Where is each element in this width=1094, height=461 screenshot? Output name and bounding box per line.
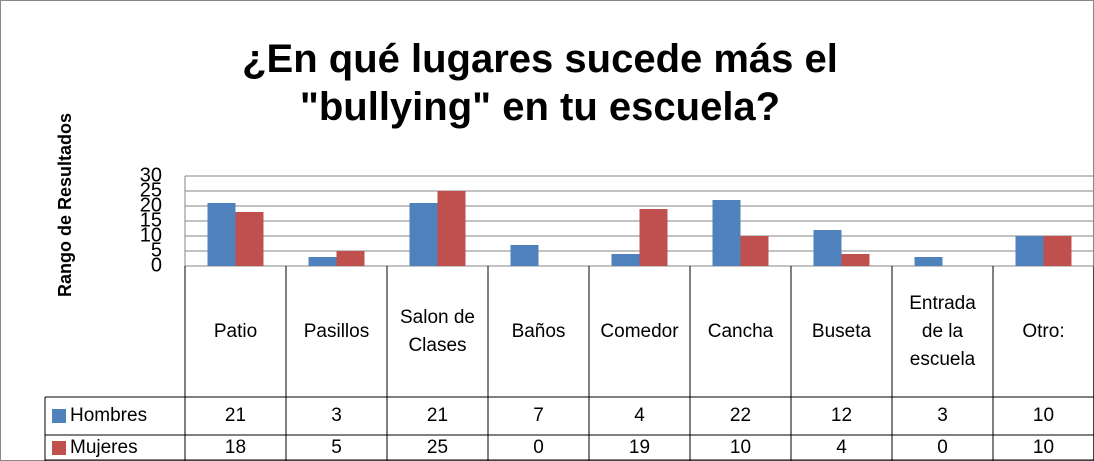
category-label: Salon de Clases bbox=[399, 306, 475, 356]
bar bbox=[1043, 236, 1072, 266]
bar bbox=[308, 257, 337, 266]
table-value: 10 bbox=[1032, 437, 1055, 458]
category-label: Pasillos bbox=[303, 320, 370, 342]
table-value: 21 bbox=[426, 405, 449, 426]
bar bbox=[409, 203, 438, 266]
bar bbox=[336, 251, 365, 266]
bar bbox=[437, 191, 466, 266]
y-tick-label: 15 bbox=[140, 209, 162, 231]
bar bbox=[712, 200, 741, 266]
category-label: Comedor bbox=[600, 320, 679, 342]
bar bbox=[740, 236, 769, 266]
legend-label: Mujeres bbox=[70, 437, 138, 458]
legend-label: Hombres bbox=[70, 405, 147, 426]
category-label: Entrada de la escuela bbox=[909, 292, 976, 370]
bar bbox=[639, 209, 668, 266]
table-value: 18 bbox=[224, 437, 247, 458]
category-label: Cancha bbox=[707, 320, 774, 342]
category-label: Buseta bbox=[811, 320, 872, 342]
y-tick-label: 5 bbox=[151, 239, 162, 261]
y-tick-label: 20 bbox=[140, 194, 162, 216]
table-value: 10 bbox=[729, 437, 752, 458]
y-tick-label: 0 bbox=[151, 254, 162, 276]
bar bbox=[813, 230, 842, 266]
table-value: 0 bbox=[533, 437, 544, 458]
bar bbox=[1015, 236, 1044, 266]
table-value: 0 bbox=[937, 437, 948, 458]
table-value: 25 bbox=[426, 437, 449, 458]
bar bbox=[611, 254, 640, 266]
bar bbox=[914, 257, 943, 266]
bar bbox=[235, 212, 264, 266]
bar bbox=[207, 203, 236, 266]
table-value: 10 bbox=[1032, 405, 1055, 426]
chart-title: ¿En qué lugares sucede más el "bullying"… bbox=[242, 37, 838, 129]
table-value: 4 bbox=[836, 437, 847, 458]
y-axis-label: Rango de Resultados bbox=[55, 113, 75, 297]
table-value: 4 bbox=[634, 405, 645, 426]
table-value: 12 bbox=[830, 405, 853, 426]
table-value: 7 bbox=[533, 405, 544, 426]
bar bbox=[510, 245, 539, 266]
category-label: Baños bbox=[511, 320, 566, 342]
bar bbox=[841, 254, 870, 266]
table-value: 3 bbox=[331, 405, 342, 426]
table-value: 3 bbox=[937, 405, 948, 426]
legend-swatch bbox=[52, 409, 66, 423]
table-value: 5 bbox=[331, 437, 342, 458]
table-value: 19 bbox=[628, 437, 651, 458]
table-value: 21 bbox=[224, 405, 247, 426]
y-tick-label: 10 bbox=[140, 224, 162, 246]
category-label: Patio bbox=[213, 320, 258, 342]
y-tick-label: 30 bbox=[140, 164, 162, 186]
category-label: Otro: bbox=[1022, 320, 1065, 342]
title-box: ¿En qué lugares sucede más el "bullying"… bbox=[242, 37, 838, 129]
y-tick-label: 25 bbox=[140, 179, 162, 201]
legend-swatch bbox=[52, 441, 66, 455]
table-value: 22 bbox=[729, 405, 752, 426]
